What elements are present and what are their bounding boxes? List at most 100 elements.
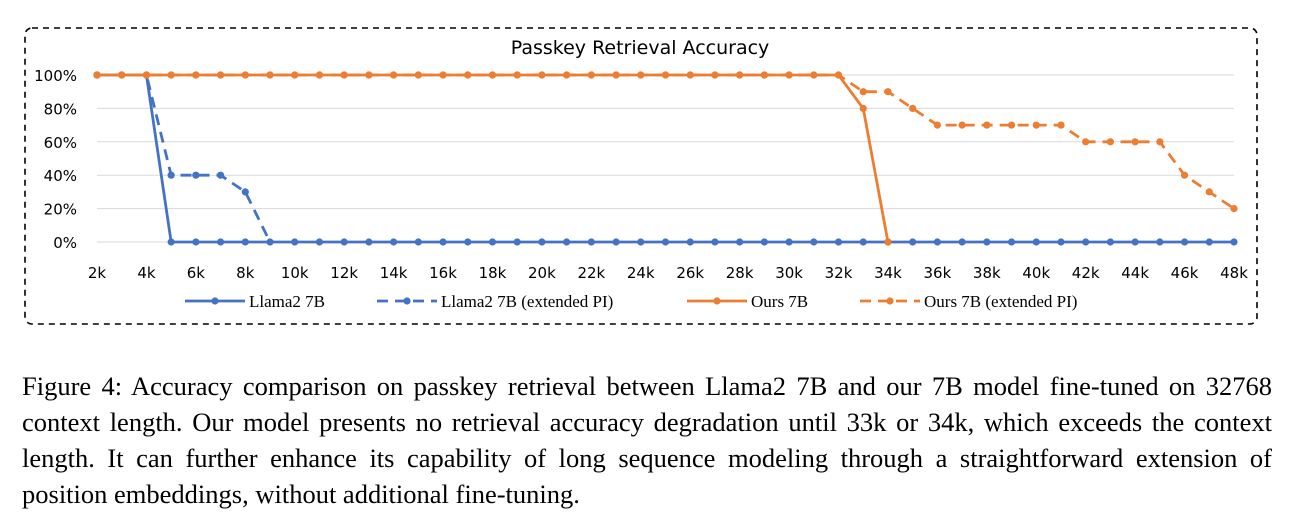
x-axis: 2k 4k 6k 8k 10k 12k 14k 16k 18k 20k 22k 24k 26k 28k 30… [88,264,1248,282]
y-axis: 0% 20% 40% 60% 80% 100% [34,67,77,252]
data-point [1180,238,1189,246]
data-point [1131,238,1139,246]
figure-caption: Figure 4: Accuracy comparison on passkey… [22,371,1272,509]
data-point [192,238,200,246]
data-point [859,238,867,246]
series-line [97,73,890,243]
chart-border [24,27,1258,325]
data-point [760,238,768,246]
data-point [315,71,324,79]
x-tick-label: 32k [825,264,853,282]
data-point [810,238,818,246]
data-point [736,71,744,79]
chart: Passkey Retrieval Accuracy 0% 20% 40% 60% 80… [24,27,1258,325]
x-tick-label: 14k [380,264,408,282]
legend-marker [713,297,721,305]
legend-label: Llama2 7B [249,292,325,311]
data-point [859,104,867,112]
data-point [884,88,892,96]
data-point [1205,238,1213,246]
data-point [439,238,447,246]
data-point [983,121,991,129]
data-point [167,238,175,246]
data-point [365,71,373,79]
data-point [1131,138,1139,146]
data-point [538,71,546,79]
x-tick-label: 24k [627,264,655,282]
data-point [1230,205,1238,213]
data-point [637,238,645,246]
legend-marker [211,297,219,305]
data-point [167,71,175,79]
data-point [958,121,966,129]
data-point [414,238,422,246]
data-point [612,238,620,246]
data-point [1057,121,1065,129]
y-tick-label: 60% [44,134,77,152]
x-tick-label: 44k [1121,264,1149,282]
data-point [167,171,175,179]
legend-item: Ours 7B (extended PI) [860,292,1077,311]
series-4 [93,71,1238,213]
x-tick-label: 48k [1220,264,1248,282]
data-point [1106,138,1115,146]
data-point [241,188,249,196]
x-tick-label: 4k [137,264,156,282]
x-tick-label: 12k [330,264,358,282]
data-point [464,71,472,79]
legend-item: Llama2 7B [185,292,325,311]
data-point [661,71,670,79]
data-point [661,238,670,246]
data-point [241,71,249,79]
x-tick-label: 8k [236,264,255,282]
data-point [612,71,620,79]
data-point [192,171,200,179]
data-point [958,238,966,246]
data-point [909,238,917,246]
data-point [785,238,793,246]
data-point [563,71,571,79]
y-tick-label: 20% [44,201,77,219]
x-tick-label: 30k [775,264,803,282]
data-point [1156,138,1164,146]
x-tick-label: 10k [281,264,309,282]
series-3 [93,71,892,246]
data-point [291,238,299,246]
data-point [93,71,101,79]
x-tick-label: 22k [577,264,605,282]
data-point [760,71,768,79]
data-point [216,171,225,179]
data-point [142,71,151,79]
data-point [513,238,521,246]
data-point [711,71,719,79]
data-point [538,238,546,246]
data-point [464,238,472,246]
series-layer [93,71,1238,246]
data-point [488,238,497,246]
data-point [1156,238,1164,246]
y-tick-label: 80% [44,100,77,118]
series-1 [93,71,1238,246]
series-line [97,73,272,243]
data-point [1082,238,1090,246]
data-point [810,71,818,79]
data-point [884,238,892,246]
data-point [1082,138,1090,146]
legend: Llama2 7B Llama2 7B (extended PI) Ours 7B O… [185,292,1077,311]
series-2 [93,71,272,243]
data-point [711,238,719,246]
data-point [686,238,694,246]
x-tick-label: 38k [973,264,1001,282]
data-point [1057,238,1065,246]
legend-item: Ours 7B [687,292,808,311]
data-point [414,71,422,79]
data-point [266,71,274,79]
legend-label: Ours 7B [751,292,808,311]
legend-label: Ours 7B (extended PI) [924,292,1077,311]
data-point [118,71,126,79]
data-point [315,238,324,246]
grid [97,74,1234,243]
data-point [192,71,200,79]
data-point [1007,238,1016,246]
